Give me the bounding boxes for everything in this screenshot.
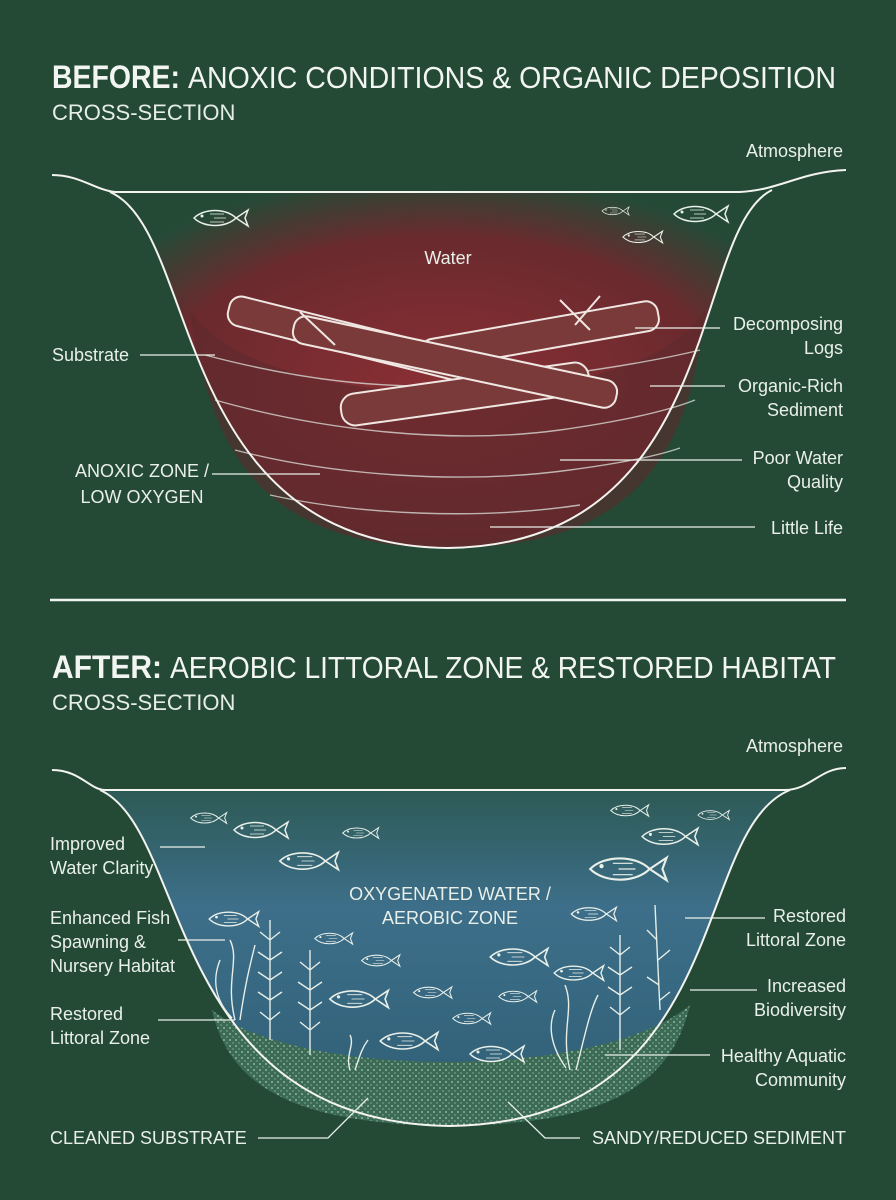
label-water: Water — [424, 248, 471, 268]
plants — [215, 904, 671, 1071]
sediment — [190, 310, 705, 548]
label-littoral: Restored — [50, 1004, 123, 1024]
label-littoral: Littoral Zone — [746, 930, 846, 950]
branch — [299, 295, 601, 346]
label-littoral: Littoral Zone — [50, 1028, 150, 1048]
layer — [234, 447, 681, 478]
label-spawning: Spawning & — [50, 932, 146, 952]
seagrass — [347, 1034, 369, 1071]
label-sandy-sediment: SANDY/REDUCED SEDIMENT — [592, 1128, 846, 1148]
label-atmosphere: Atmosphere — [746, 736, 843, 756]
leader — [258, 1097, 369, 1139]
label-sediment: Organic-Rich — [738, 376, 843, 396]
label-atmosphere: Atmosphere — [746, 141, 843, 161]
label-water-quality: Quality — [787, 472, 843, 492]
logs — [226, 295, 660, 427]
seagrass — [215, 939, 256, 1021]
label-logs: Logs — [804, 338, 843, 358]
plant — [607, 935, 633, 1050]
label-oxygenated: OXYGENATED WATER / — [349, 884, 551, 904]
water-surface — [51, 169, 847, 193]
plant — [646, 904, 671, 1011]
label-anoxic: LOW OXYGEN — [80, 487, 203, 507]
label-cleaned-substrate: CLEANED SUBSTRATE — [50, 1128, 247, 1148]
plant — [257, 920, 283, 1040]
label-biodiversity: Increased — [767, 976, 846, 996]
label-logs: Decomposing — [733, 314, 843, 334]
title-prefix: AFTER: — [52, 649, 162, 685]
subtitle: CROSS-SECTION — [52, 100, 235, 125]
leader — [507, 1101, 580, 1139]
label-littoral: Restored — [773, 906, 846, 926]
layer — [214, 399, 696, 437]
log — [291, 315, 619, 409]
sandy-sediment — [212, 1005, 690, 1126]
subtitle: CROSS-SECTION — [52, 690, 235, 715]
label-biodiversity: Biodiversity — [754, 1000, 846, 1020]
label-water-quality: Poor Water — [753, 448, 843, 468]
label-community: Healthy Aquatic — [721, 1046, 846, 1066]
label-oxygenated: AEROBIC ZONE — [382, 908, 518, 928]
label-clarity: Improved — [50, 834, 125, 854]
basin-outline — [109, 189, 773, 550]
label-spawning: Nursery Habitat — [50, 956, 175, 976]
basin-outline — [99, 789, 791, 1128]
title: AEROBIC LITTORAL ZONE & RESTORED HABITAT — [170, 650, 836, 685]
label-little-life: Little Life — [771, 518, 843, 538]
label-spawning: Enhanced Fish — [50, 908, 170, 928]
label-community: Community — [755, 1070, 846, 1090]
plant — [297, 950, 323, 1055]
title-prefix: BEFORE: — [52, 59, 180, 95]
label-clarity: Water Clarity — [50, 858, 153, 878]
label-substrate: Substrate — [52, 345, 129, 365]
label-sediment: Sediment — [767, 400, 843, 420]
title: ANOXIC CONDITIONS & ORGANIC DEPOSITION — [188, 60, 836, 95]
layer — [269, 494, 581, 515]
label-anoxic: ANOXIC ZONE / — [75, 461, 209, 481]
water-surface — [51, 767, 847, 791]
seagrass — [550, 984, 599, 1071]
